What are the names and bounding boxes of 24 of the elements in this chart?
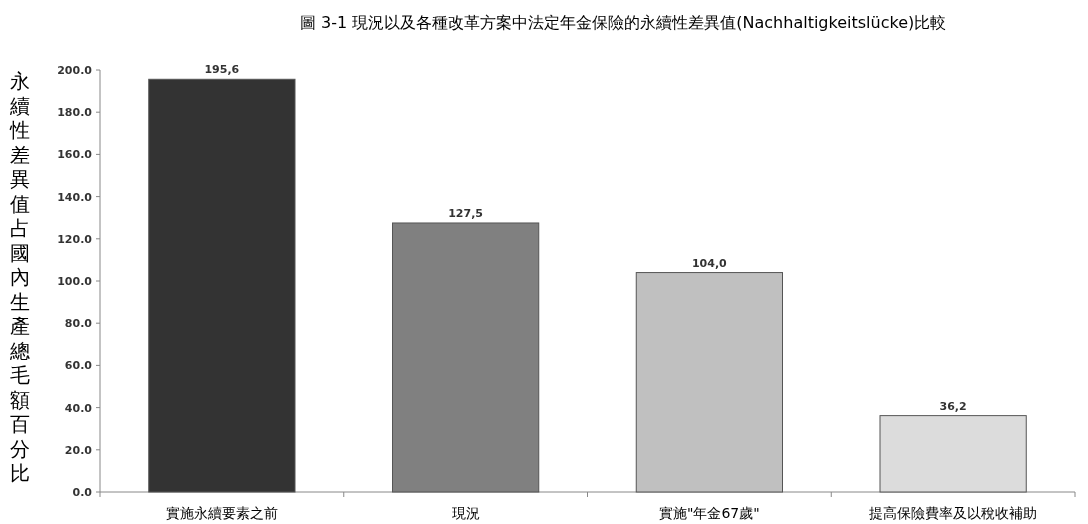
chart-title: 圖 3-1 現況以及各種改革方案中法定年金保險的永續性差異值(Nachhaltigkeitslücke)比較 — [300, 13, 947, 32]
x-tick-label: 實施永續要素之前 — [165, 505, 278, 521]
y-tick-label: 20.0 — [64, 443, 93, 457]
y-tick-label: 160.0 — [57, 148, 93, 162]
bar — [879, 415, 1027, 493]
text: 永續性差異值占國內生產總毛額百分比 — [10, 69, 30, 485]
x-tick-label: 現況 — [451, 505, 480, 521]
x-tick-label: 實施"年金67歲" — [659, 505, 760, 521]
x-tick-label: 提高保險費率及以稅收補助 — [869, 505, 1038, 521]
data-label: 104,0 — [691, 256, 728, 270]
y-tick-label: 120.0 — [57, 232, 93, 246]
y-tick-label: 200.0 — [57, 64, 93, 77]
data-label: 36,2 — [939, 399, 967, 413]
y-tick-label: 60.0 — [64, 359, 93, 373]
data-label: 127,5 — [448, 206, 484, 220]
y-tick-label: 80.0 — [64, 317, 93, 331]
y-tick-label: 140.0 — [57, 190, 93, 204]
y-tick-label: 100.0 — [57, 275, 93, 288]
bar — [635, 272, 783, 493]
y-tick-label: 40.0 — [64, 401, 93, 415]
y-tick-label: 0.0 — [72, 486, 93, 499]
data-label: 195,6 — [204, 63, 240, 77]
y-tick-label: 180.0 — [57, 106, 93, 120]
bar — [148, 78, 296, 493]
